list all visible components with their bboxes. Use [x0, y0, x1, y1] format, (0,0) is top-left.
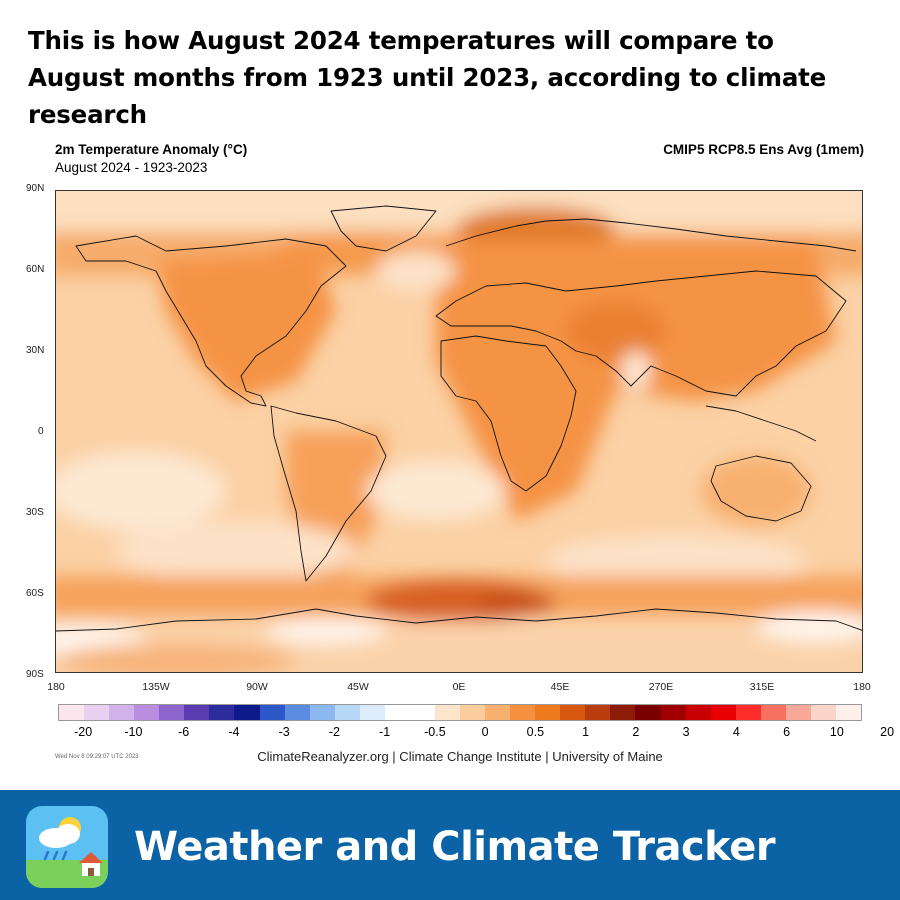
app-name: Weather and Climate Tracker [134, 824, 776, 870]
weather-app-icon [26, 806, 108, 888]
legend-swatch [134, 705, 160, 720]
legend-swatch [460, 705, 486, 720]
legend-swatch [159, 705, 185, 720]
legend-swatch [259, 705, 285, 720]
lat-label-90s: 90S [26, 669, 44, 680]
legend-swatch [109, 705, 135, 720]
legend-label: -10 [124, 725, 143, 739]
legend-label: 0 [481, 725, 489, 739]
legend-label: 3 [682, 725, 690, 739]
legend-swatch [510, 705, 536, 720]
legend-swatch [334, 705, 360, 720]
legend-label: -0.5 [424, 725, 446, 739]
lon-label-45w: 45W [347, 681, 369, 693]
legend-swatch [835, 705, 861, 720]
map-title: 2m Temperature Anomaly (°C) [55, 142, 248, 157]
headline-line-2: August months from 1923 until 2023, acco… [28, 63, 827, 92]
lat-label-30s: 30S [26, 507, 44, 518]
legend-label: -20 [74, 725, 93, 739]
legend-swatch [560, 705, 586, 720]
legend-swatch [234, 705, 260, 720]
lon-label-0e: 0E [452, 681, 466, 693]
map-subtitle: August 2024 - 1923-2023 [55, 160, 208, 175]
legend-label: 10 [829, 725, 844, 739]
legend-swatch [485, 705, 511, 720]
credit-line: ClimateReanalyzer.org | Climate Change I… [257, 749, 663, 764]
legend-swatch [810, 705, 836, 720]
generated-timestamp: Wed Nov 8 09:29:07 UTC 2023 [55, 754, 139, 760]
legend-swatch [735, 705, 761, 720]
headline-line-3: research [28, 100, 147, 129]
legend-swatch [59, 705, 85, 720]
legend-label: 1 [582, 725, 590, 739]
legend-label: 6 [783, 725, 791, 739]
lat-label-60s: 60S [26, 588, 44, 599]
lon-label-180-left: 180 [47, 681, 65, 693]
lat-label-0: 0 [38, 426, 44, 437]
legend-swatch [785, 705, 811, 720]
lat-label-90n: 90N [26, 183, 45, 194]
legend-label: 2 [632, 725, 640, 739]
legend-label: 4 [732, 725, 740, 739]
legend-swatch [535, 705, 561, 720]
lon-label-90w: 90W [246, 681, 268, 693]
lon-label-270e: 270E [648, 681, 674, 693]
legend-swatch [710, 705, 736, 720]
legend-label: -2 [328, 725, 340, 739]
legend-swatch [635, 705, 661, 720]
legend-swatch [660, 705, 686, 720]
legend-swatch [434, 705, 460, 720]
lat-label-60n: 60N [26, 264, 45, 275]
legend-swatch [409, 705, 435, 720]
legend-swatch [760, 705, 786, 720]
brand-banner: Weather and Climate Tracker [0, 790, 900, 900]
legend-label: -4 [228, 725, 240, 739]
legend-swatch [384, 705, 410, 720]
color-scale-legend [58, 704, 862, 721]
temperature-anomaly-map [55, 190, 863, 673]
lon-label-45e: 45E [550, 681, 570, 693]
headline: This is how August 2024 temperatures wil… [28, 22, 878, 133]
legend-swatch [685, 705, 711, 720]
legend-swatch [610, 705, 636, 720]
legend-swatch [284, 705, 310, 720]
legend-swatch [184, 705, 210, 720]
legend-swatch [209, 705, 235, 720]
legend-label: 20 [880, 725, 895, 739]
headline-line-1: This is how August 2024 temperatures wil… [28, 26, 774, 55]
lon-label-135w: 135W [142, 681, 170, 693]
legend-label: -3 [278, 725, 290, 739]
legend-swatch [84, 705, 110, 720]
lat-label-30n: 30N [26, 345, 45, 356]
legend-label: 0.5 [526, 725, 545, 739]
lon-label-315e: 315E [749, 681, 775, 693]
legend-swatch [359, 705, 385, 720]
legend-swatch [309, 705, 335, 720]
legend-label: -6 [178, 725, 190, 739]
legend-label: -1 [379, 725, 391, 739]
map-model-label: CMIP5 RCP8.5 Ens Avg (1mem) [663, 142, 864, 157]
legend-swatch [585, 705, 611, 720]
lon-label-180-right: 180 [853, 681, 871, 693]
